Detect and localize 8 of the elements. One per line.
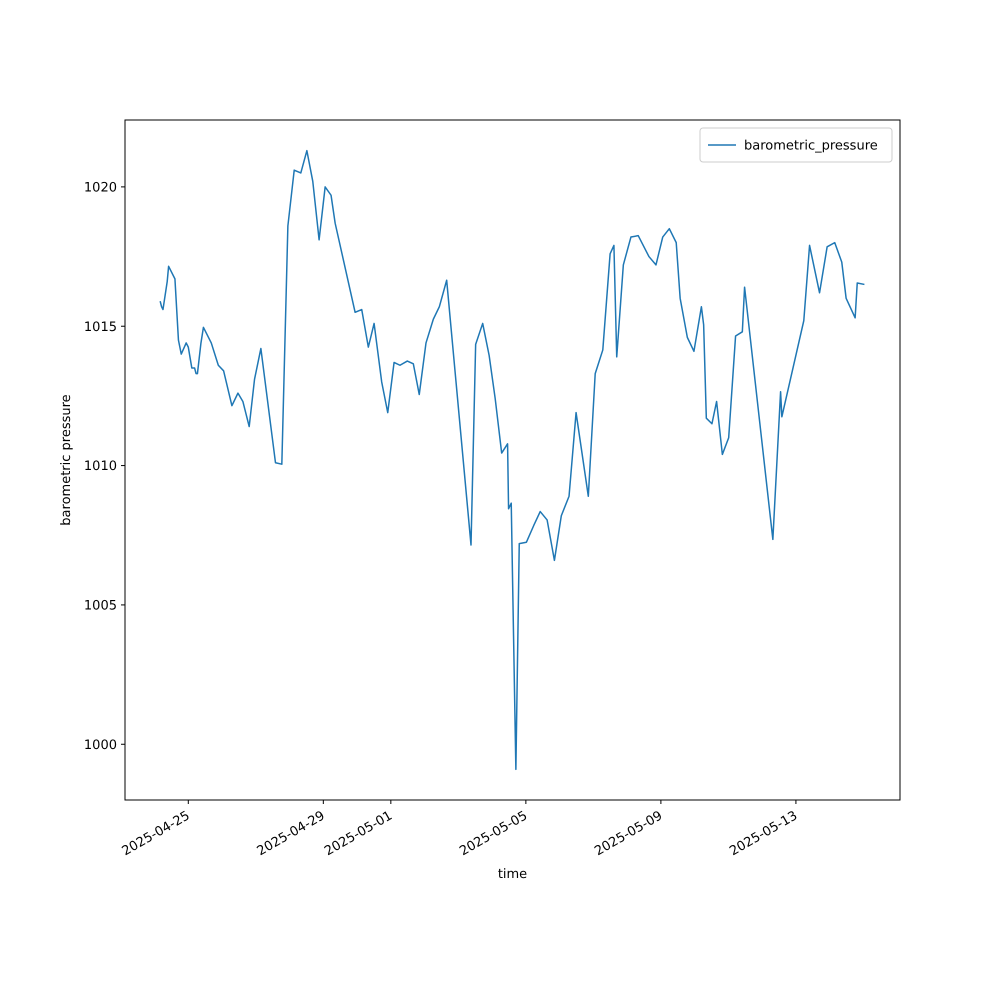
y-tick-label: 1015 [84, 320, 117, 335]
y-axis-title: barometric pressure [59, 394, 74, 526]
y-tick-label: 1000 [84, 738, 117, 753]
y-tick-label: 1010 [84, 459, 117, 474]
legend-label: barometric_pressure [744, 138, 878, 154]
y-tick-label: 1020 [84, 180, 117, 196]
x-axis-title: time [498, 867, 528, 882]
y-tick-label: 1005 [84, 598, 117, 614]
